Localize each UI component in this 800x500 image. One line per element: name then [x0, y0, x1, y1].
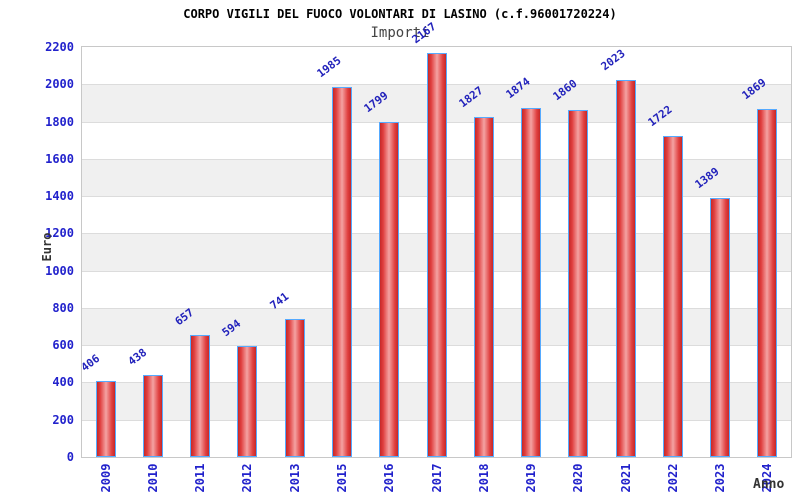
bar: [331, 87, 352, 457]
chart-title: CORPO VIGILI DEL FUOCO VOLONTARI DI LASI…: [183, 7, 617, 21]
y-tick-label: 1800: [45, 114, 74, 129]
bar: [284, 318, 305, 457]
bar: [757, 108, 778, 457]
bar: [662, 136, 683, 457]
bar: [95, 381, 116, 457]
y-tick-label: 2200: [45, 40, 74, 54]
bar: [142, 375, 163, 457]
bar: [568, 110, 589, 457]
x-tick-label: 2018: [476, 463, 491, 493]
bar: [237, 346, 258, 457]
bar: [473, 116, 494, 457]
y-tick-label: 1200: [45, 226, 74, 241]
x-tick-label: 2010: [145, 463, 160, 493]
x-tick-label: 2019: [524, 463, 539, 493]
y-tick-label: 200: [52, 412, 74, 427]
bar: [710, 198, 731, 457]
x-tick-label: 2017: [429, 463, 444, 493]
y-tick-label: 600: [52, 338, 74, 353]
x-tick-label: 2011: [193, 463, 208, 493]
x-tick-label: 2020: [571, 463, 586, 493]
y-tick-label: 1400: [45, 189, 74, 204]
y-tick-label: 2000: [45, 77, 74, 92]
x-tick-label: 2023: [713, 463, 728, 493]
y-tick-label: 1600: [45, 151, 74, 166]
x-axis-title: Anno: [753, 477, 785, 492]
x-tick-label: 2016: [382, 463, 397, 493]
chart-subtitle: Importi: [370, 25, 430, 41]
y-tick-label: 800: [52, 300, 74, 315]
bar: [426, 53, 447, 457]
x-tick-label: 2022: [665, 463, 680, 493]
x-tick-label: 2012: [240, 463, 255, 493]
y-tick-label: 0: [66, 450, 74, 464]
x-tick-label: 2021: [618, 463, 633, 493]
bar: [521, 107, 542, 457]
x-tick-label: 2013: [287, 463, 302, 493]
x-tick-label: 2015: [334, 463, 349, 493]
y-axis-title: Euro: [40, 232, 54, 262]
x-tick-label: 2009: [98, 463, 113, 493]
y-tick-label: 1000: [45, 263, 74, 278]
y-tick-label: 400: [52, 375, 74, 390]
bar: [615, 79, 636, 457]
bar: [190, 334, 211, 457]
bar: [379, 121, 400, 457]
